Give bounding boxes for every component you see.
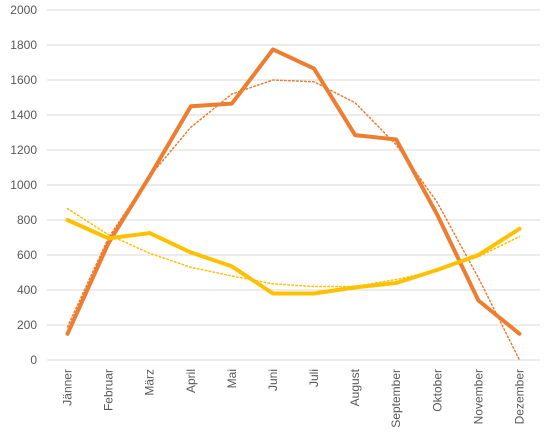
y-tick-label: 1000 [10,178,37,192]
x-tick-label: Februar [102,369,116,411]
x-tick-label: April [184,369,198,393]
series-line-0 [65,47,522,336]
y-tick-label: 2000 [10,3,37,17]
x-tick-label: Oktober [430,369,444,412]
x-tick-label: Juli [307,369,321,387]
y-axis-tick-labels: 0 200 400 600 800 1000 1200 1400 1600 1800 2000 [10,3,37,367]
x-axis-tick-labels: Jänner Februar März April Mai Juni Juli August S… [61,368,527,427]
x-tick-label: Dezember [512,369,526,424]
x-tick-label: Jänner [61,369,75,406]
series-lines [65,47,522,361]
y-tick-label: 1200 [10,143,37,157]
y-tick-label: 1400 [10,108,37,122]
y-tick-label: 200 [17,318,37,332]
x-tick-label: März [143,369,157,396]
gridlines [47,9,540,361]
y-tick-label: 600 [17,248,37,262]
series-line-1 [65,218,522,296]
y-tick-label: 1800 [10,38,37,52]
x-tick-label: August [348,368,362,406]
y-tick-label: 800 [17,213,37,227]
y-tick-label: 400 [17,283,37,297]
x-tick-label: Juni [266,369,280,391]
y-tick-label: 1600 [10,73,37,87]
x-tick-label: September [389,369,403,428]
x-tick-label: Mai [225,369,239,388]
y-tick-label: 0 [30,353,37,367]
x-tick-label: November [471,369,485,424]
